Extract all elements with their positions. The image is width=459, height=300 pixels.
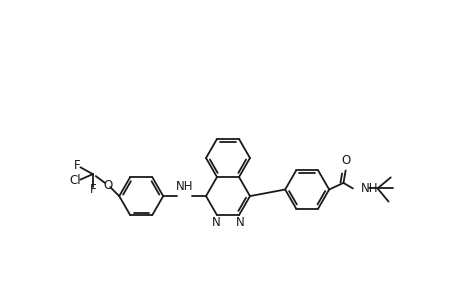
Text: N: N (211, 216, 220, 229)
Text: N: N (235, 216, 244, 229)
Text: F: F (90, 183, 96, 196)
Text: NH: NH (360, 182, 378, 195)
Text: F: F (74, 159, 81, 172)
Text: Cl: Cl (69, 174, 81, 187)
Text: O: O (103, 178, 112, 192)
Text: NH: NH (175, 180, 193, 193)
Text: O: O (340, 154, 349, 166)
